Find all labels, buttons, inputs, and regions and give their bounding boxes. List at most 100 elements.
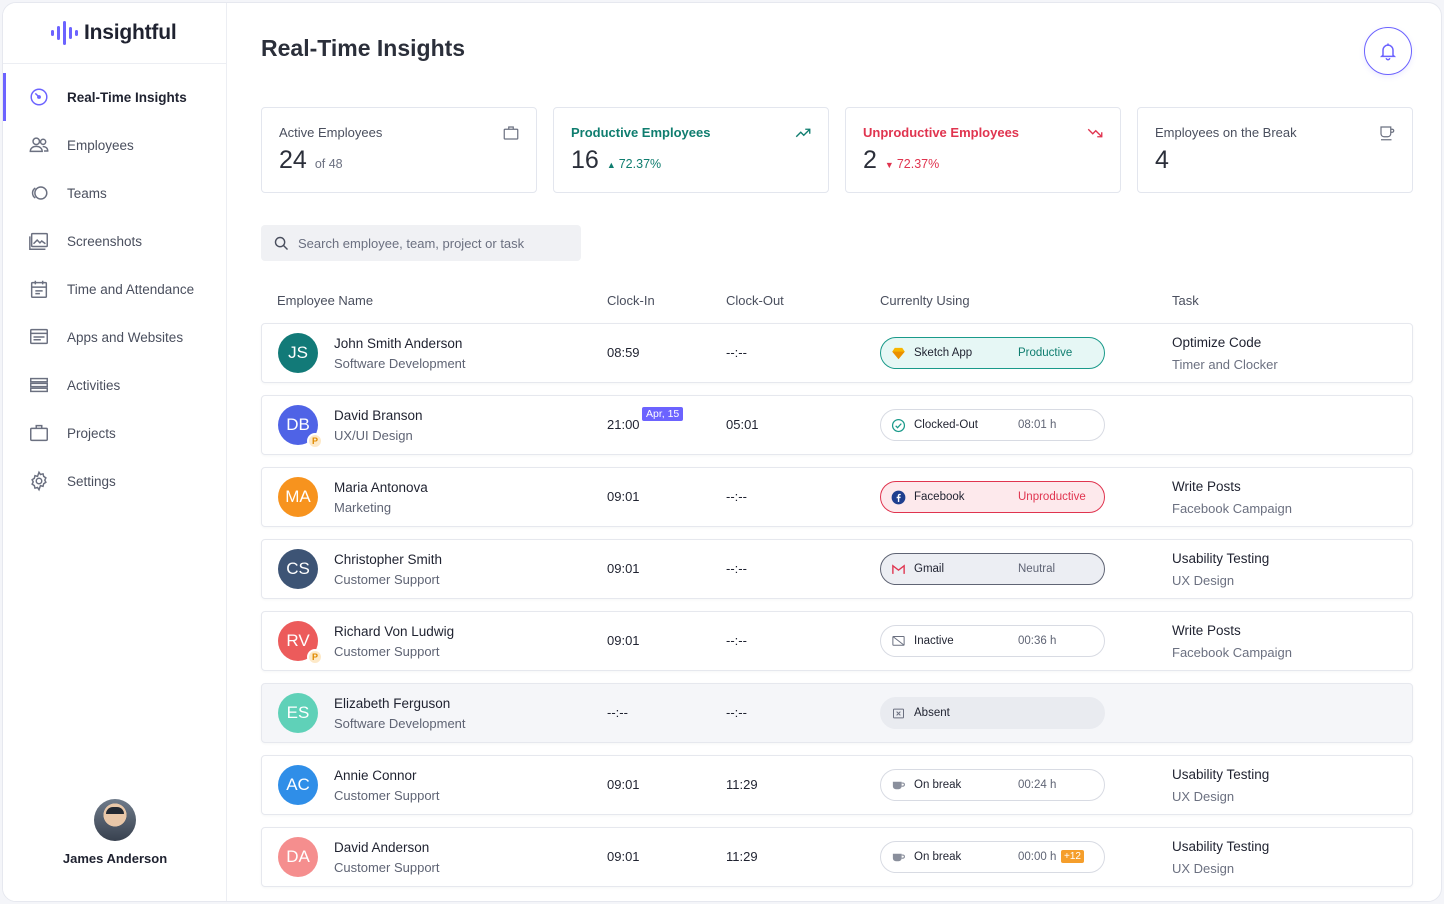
avatar[interactable]: JS <box>278 333 318 373</box>
currently-using-pill[interactable]: Clocked-Out 08:01 h <box>880 409 1105 441</box>
clock-in-time: 09:01 <box>607 489 640 504</box>
realtime-icon <box>27 85 51 109</box>
sidebar-item-teams[interactable]: Teams <box>3 169 227 217</box>
column-header-currently-using[interactable]: Currenlty Using <box>880 293 970 308</box>
app-name-label: Clocked-Out <box>914 419 978 431</box>
page-title: Real-Time Insights <box>261 35 466 61</box>
currently-using-pill[interactable]: Sketch App Productive <box>880 337 1105 369</box>
employee-name[interactable]: Annie Connor <box>334 768 417 783</box>
avatar-initials: RV <box>286 631 310 650</box>
sidebar-item-screenshots[interactable]: Screenshots <box>3 217 227 265</box>
table-row[interactable]: MA Maria Antonova Marketing 09:01 --:-- … <box>261 467 1413 527</box>
employee-team: Customer Support <box>334 860 440 875</box>
avatar[interactable]: CS <box>278 549 318 589</box>
project-name: Facebook Campaign <box>1172 501 1292 516</box>
currently-using-pill[interactable]: Inactive 00:36 h <box>880 625 1105 657</box>
column-header-clock-out[interactable]: Clock-Out <box>726 293 784 308</box>
task-name[interactable]: Usability Testing <box>1172 551 1270 566</box>
stat-unproductive-employees[interactable]: Unproductive Employees 2 ▼ 72.37% <box>845 107 1121 193</box>
app-logo[interactable]: Insightful <box>51 17 177 49</box>
currently-using-pill[interactable]: On break 00:00 h +12 <box>880 841 1105 873</box>
column-header-task[interactable]: Task <box>1172 293 1199 308</box>
triangle-up-icon: ▲ <box>606 160 616 170</box>
sidebar: Insightful Real-Time Insights Employees <box>3 3 227 901</box>
search-input[interactable] <box>298 235 568 251</box>
task-name[interactable]: Optimize Code <box>1172 335 1262 350</box>
table-row[interactable]: CS Christopher Smith Customer Support 09… <box>261 539 1413 599</box>
employee-name[interactable]: Christopher Smith <box>334 552 443 567</box>
coffee-cup-icon <box>892 853 905 862</box>
sidebar-item-activities[interactable]: Activities <box>3 361 227 409</box>
table-row[interactable]: JS John Smith Anderson Software Developm… <box>261 323 1413 383</box>
sidebar-item-projects[interactable]: Projects <box>3 409 227 457</box>
sidebar-item-label: Projects <box>67 425 116 441</box>
sidebar-item-real-time-insights[interactable]: Real-Time Insights <box>3 73 227 121</box>
screenshots-icon <box>27 229 51 253</box>
avatar[interactable]: RV P <box>278 621 323 665</box>
avatar[interactable]: DA <box>278 837 318 877</box>
task-name[interactable]: Usability Testing <box>1172 767 1270 782</box>
extra-count-badge: +12 <box>1061 850 1084 863</box>
sidebar-item-label: Teams <box>67 185 107 201</box>
table-row[interactable]: ES Elizabeth Ferguson Software Developme… <box>261 683 1413 743</box>
currently-using-pill[interactable]: Absent <box>880 697 1105 729</box>
task-name[interactable]: Write Posts <box>1172 623 1241 638</box>
notifications-button[interactable] <box>1364 27 1412 75</box>
clock-out-time: --:-- <box>726 561 747 576</box>
avatar[interactable]: ES <box>278 693 318 733</box>
employee-name[interactable]: John Smith Anderson <box>334 336 463 351</box>
project-name: UX Design <box>1172 861 1235 876</box>
employee-name[interactable]: Maria Antonova <box>334 480 428 495</box>
currently-using-pill[interactable]: Gmail Neutral <box>880 553 1105 585</box>
employee-name[interactable]: David Anderson <box>334 840 430 855</box>
sidebar-item-settings[interactable]: Settings <box>3 457 227 505</box>
search-bar[interactable] <box>261 225 581 261</box>
main-content: Real-Time Insights Active Employees 24 o… <box>227 3 1441 901</box>
table-row[interactable]: RV P Richard Von Ludwig Customer Support … <box>261 611 1413 671</box>
app-name-label: On break <box>914 851 962 863</box>
sidebar-item-label: Settings <box>67 473 116 489</box>
stat-change-value: 72.37% <box>896 157 940 171</box>
sidebar-item-label: Time and Attendance <box>67 281 195 297</box>
sketch-icon <box>892 347 905 360</box>
column-header-clock-in[interactable]: Clock-In <box>607 293 655 308</box>
app-name-label: Gmail <box>914 563 945 575</box>
duration-label: 08:01 h <box>1018 419 1057 431</box>
avatar[interactable]: AC <box>278 765 318 805</box>
avatar[interactable] <box>94 799 136 841</box>
user-profile[interactable]: James Anderson <box>3 799 227 866</box>
briefcase-icon <box>503 126 519 140</box>
employee-team: Customer Support <box>334 572 440 587</box>
stat-employees-on-break[interactable]: Employees on the Break 4 <box>1137 107 1413 193</box>
project-badge: P <box>307 433 323 449</box>
currently-using-pill[interactable]: Facebook Unproductive <box>880 481 1105 513</box>
employee-name[interactable]: Elizabeth Ferguson <box>334 696 451 711</box>
sidebar-item-label: Real-Time Insights <box>67 89 187 105</box>
task-name[interactable]: Usability Testing <box>1172 839 1270 854</box>
table-row[interactable]: AC Annie Connor Customer Support 09:01 1… <box>261 755 1413 815</box>
employee-name[interactable]: David Branson <box>334 408 423 423</box>
avatar[interactable]: MA <box>278 477 318 517</box>
avatar[interactable]: DB P <box>278 405 323 449</box>
stat-title: Employees on the Break <box>1155 125 1297 140</box>
employee-name[interactable]: Richard Von Ludwig <box>334 624 455 639</box>
task-name[interactable]: Write Posts <box>1172 479 1241 494</box>
employee-table: JS John Smith Anderson Software Developm… <box>261 323 1413 899</box>
stat-productive-employees[interactable]: Productive Employees 16 ▲ 72.37% <box>553 107 829 193</box>
sidebar-item-apps-and-websites[interactable]: Apps and Websites <box>3 313 227 361</box>
clock-in-time: 09:01 <box>607 633 640 648</box>
coffee-cup-icon <box>892 781 905 790</box>
table-row[interactable]: DB P David Branson UX/UI Design 21:00 Apr… <box>261 395 1413 455</box>
table-row[interactable]: DA David Anderson Customer Support 09:01… <box>261 827 1413 887</box>
sidebar-item-employees[interactable]: Employees <box>3 121 227 169</box>
duration-label: 00:36 h <box>1018 635 1057 647</box>
clock-in-time: 09:01 <box>607 561 640 576</box>
currently-using-pill[interactable]: On break 00:24 h <box>880 769 1105 801</box>
avatar-initials: ES <box>286 703 310 722</box>
stat-active-employees[interactable]: Active Employees 24 of 48 <box>261 107 537 193</box>
bell-icon <box>1379 43 1397 61</box>
sidebar-item-time-and-attendance[interactable]: Time and Attendance <box>3 265 227 313</box>
stat-value: 16 <box>571 146 599 174</box>
column-header-employee-name[interactable]: Employee Name <box>277 293 374 308</box>
